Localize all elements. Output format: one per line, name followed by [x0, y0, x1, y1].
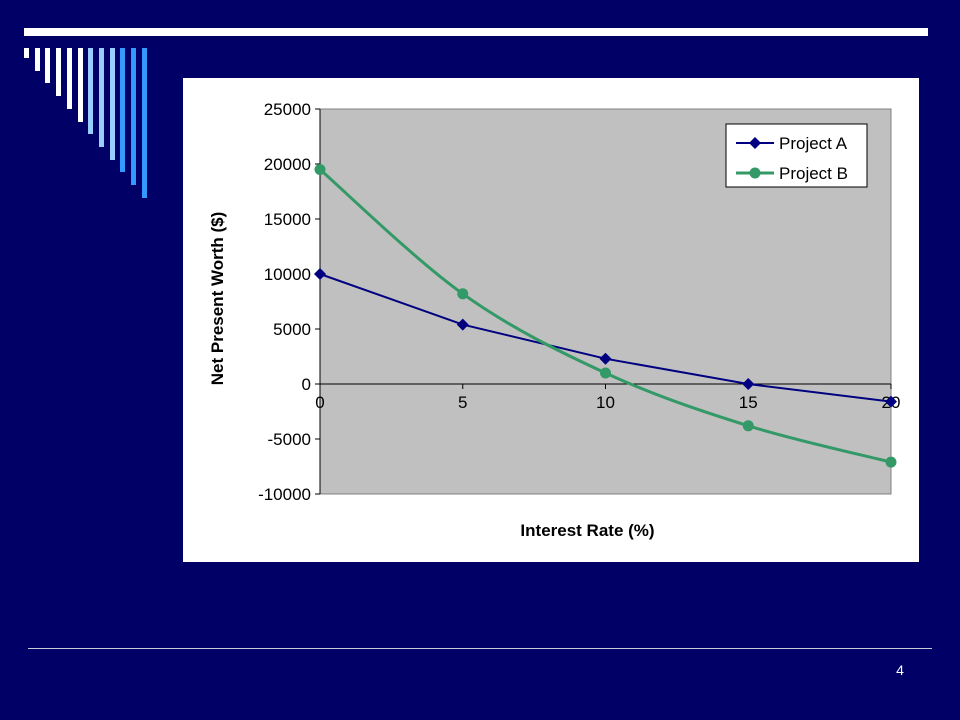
legend-label: Project A [779, 134, 848, 153]
decorative-stripe [131, 48, 136, 185]
y-tick-label: 15000 [264, 210, 311, 229]
legend: Project A Project B [725, 123, 868, 188]
data-point-project-b [314, 164, 326, 175]
decorative-stripe [56, 48, 62, 97]
legend-marker [749, 137, 761, 149]
x-tick-label: 10 [596, 393, 615, 412]
data-point-project-a [456, 318, 469, 331]
series-layer [314, 164, 897, 468]
x-tick-label: 0 [315, 393, 324, 412]
x-axis-label: Interest Rate (%) [520, 521, 654, 540]
decorative-stripe [88, 48, 94, 135]
x-tick-label: 5 [458, 393, 467, 412]
decorative-stripe [34, 48, 40, 71]
decorative-stripe [98, 48, 104, 147]
y-tick-label: 5000 [273, 320, 311, 339]
data-point-project-b [600, 367, 611, 379]
data-point-project-a [885, 395, 897, 408]
data-point-project-b [885, 456, 897, 468]
decorative-stripe [77, 48, 83, 122]
decorative-stripe [120, 48, 126, 173]
legend-box [725, 123, 868, 188]
legend-label: Project B [779, 164, 848, 183]
decorative-stripe [141, 48, 147, 198]
data-point-project-a [599, 352, 612, 365]
page-number: 4 [896, 662, 904, 678]
y-axis-label: Net Present Worth ($) [208, 212, 227, 386]
y-tick-label: -5000 [268, 430, 311, 449]
data-point-project-a [314, 268, 326, 280]
title-bar-rule [24, 28, 928, 36]
y-tick-label: 10000 [264, 265, 311, 284]
data-point-project-a [742, 378, 755, 390]
decorative-stripe [109, 48, 115, 160]
data-point-project-b [457, 288, 469, 300]
y-tick-label: 25000 [264, 100, 311, 119]
y-tick-label: 20000 [264, 155, 311, 174]
x-axis: 05101520 [315, 383, 900, 412]
decorative-stripe [66, 48, 72, 109]
legend-marker [749, 167, 761, 179]
data-point-project-b [742, 420, 754, 432]
decorative-stripes [0, 0, 200, 220]
decorative-stripe [24, 48, 29, 58]
footer-rule [28, 648, 932, 649]
y-tick-label: -10000 [258, 485, 311, 504]
decorative-stripe [45, 48, 51, 84]
x-tick-label: 15 [739, 393, 758, 412]
y-tick-label: 0 [302, 375, 311, 394]
